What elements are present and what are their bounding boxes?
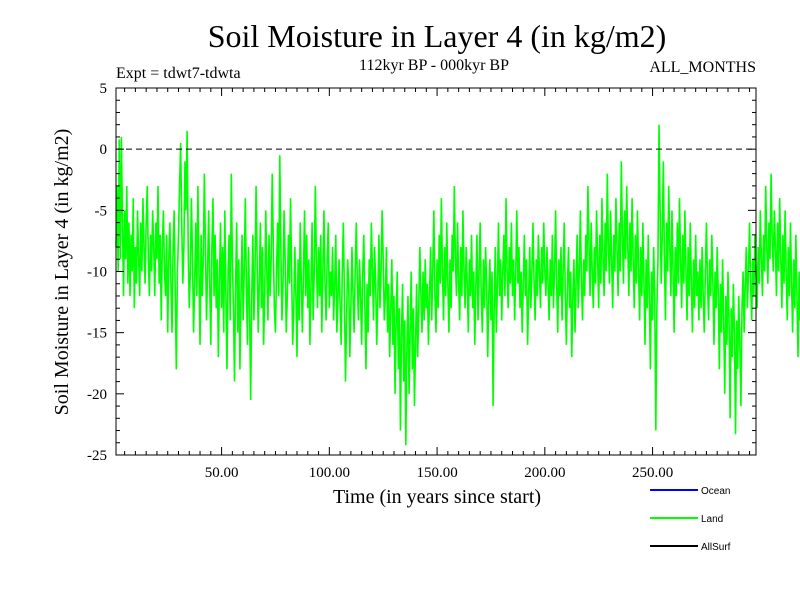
- months-label: ALL_MONTHS: [649, 59, 756, 76]
- y-tick-label: 0: [100, 142, 108, 158]
- x-tick-label: 250.00: [632, 465, 673, 481]
- series-land-line: [115, 124, 800, 446]
- x-tick-label: 150.00: [416, 465, 457, 481]
- y-tick-label: -15: [87, 326, 107, 342]
- y-tick-label: -5: [95, 203, 108, 219]
- x-tick-label: 100.00: [309, 465, 350, 481]
- y-tick-label: -20: [87, 387, 107, 403]
- y-tick-label: -10: [87, 265, 107, 281]
- legend-allsurf-label: AllSurf: [701, 542, 731, 553]
- y-tick-label: -25: [87, 448, 107, 464]
- x-tick-label: 200.00: [524, 465, 565, 481]
- x-tick-label: 50.00: [205, 465, 239, 481]
- period-label: 112kyr BP - 000kyr BP: [359, 57, 509, 74]
- experiment-label: Expt = tdwt7-tdwta: [116, 65, 241, 82]
- y-tick-label: 5: [100, 81, 108, 97]
- x-axis-label: Time (in years since start): [333, 486, 541, 508]
- y-axis-label: Soil Moisture in Layer 4 (in kg/m2): [51, 129, 73, 416]
- legend: Ocean Land AllSurf: [650, 486, 731, 553]
- plot-area: 50.00 100.00 150.00 200.00 250.00 5 0 -5 -10 -15 -…: [87, 81, 800, 481]
- legend-ocean-label: Ocean: [701, 486, 730, 497]
- chart-title: Soil Moisture in Layer 4 (in kg/m2): [208, 18, 667, 54]
- legend-land-label: Land: [701, 514, 723, 525]
